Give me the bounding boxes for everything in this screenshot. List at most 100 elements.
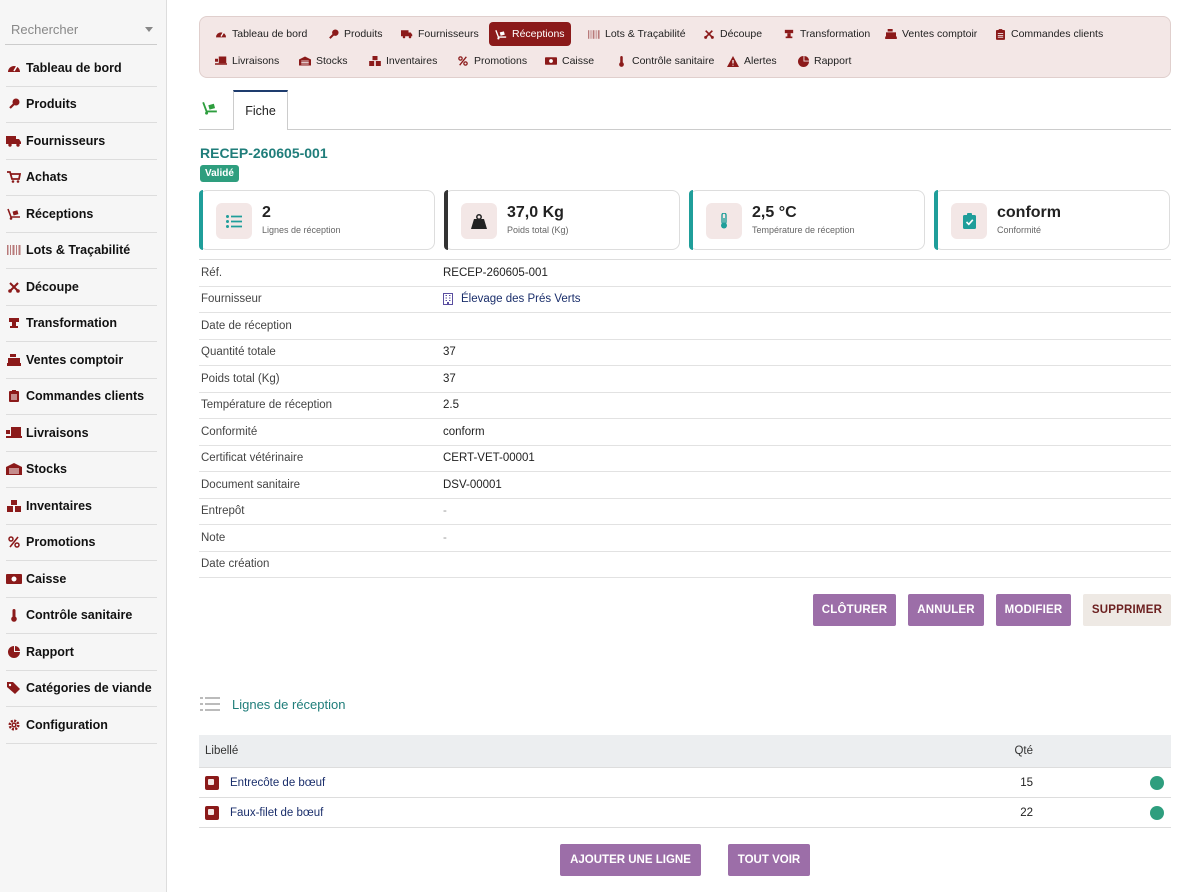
column-header-libelle[interactable]: Libellé <box>205 745 239 757</box>
gauge-icon <box>6 61 22 75</box>
column-header-qte[interactable]: Qté <box>1014 745 1033 757</box>
topnav-caisse[interactable]: Caisse <box>539 50 600 72</box>
gauge-icon <box>215 28 227 40</box>
topnav-label: Ventes comptoir <box>902 28 978 40</box>
topnav-produits[interactable]: Produits <box>321 23 389 45</box>
supplier-link[interactable]: Élevage des Prés Verts <box>443 293 581 306</box>
card-accent <box>689 190 693 250</box>
topnav-livraisons[interactable]: Livraisons <box>209 50 285 72</box>
cash-register-icon <box>885 28 897 40</box>
cloturer-button[interactable]: CLÔTURER <box>813 594 896 626</box>
sidebar-item-decoupe[interactable]: Découpe <box>6 269 157 306</box>
drumstick-icon <box>6 97 22 111</box>
thermometer-icon <box>615 55 627 67</box>
topnav-label: Découpe <box>720 28 763 40</box>
boxes-icon <box>6 499 22 513</box>
detail-row-entrepot: Entrepôt - <box>199 499 1171 525</box>
topnav-lots-tracabilite[interactable]: Lots & Traçabilité <box>582 23 692 45</box>
sidebar-item-commandes-clients[interactable]: Commandes clients <box>6 379 157 415</box>
truck-loading-icon <box>6 426 22 440</box>
top-navigation: Tableau de bord Produits Fournisseurs Ré… <box>199 16 1171 78</box>
sidebar-item-promotions[interactable]: Promotions <box>6 525 157 561</box>
detail-value: 2.5 <box>443 399 459 412</box>
topnav-tableau-de-bord[interactable]: Tableau de bord <box>209 23 313 45</box>
topnav-controle-sanitaire[interactable]: Contrôle sanitaire <box>609 50 720 72</box>
percent-icon <box>457 55 469 67</box>
topnav-receptions[interactable]: Réceptions <box>489 22 571 46</box>
chevron-down-icon[interactable] <box>145 27 153 32</box>
tags-icon <box>6 681 22 695</box>
view-all-button[interactable]: TOUT VOIR <box>728 844 810 876</box>
search-select[interactable]: Rechercher <box>5 15 157 45</box>
truck-icon <box>401 28 413 40</box>
detail-value: - <box>443 505 447 518</box>
topnav-commandes-clients[interactable]: Commandes clients <box>988 23 1109 45</box>
topnav-label: Inventaires <box>386 55 438 67</box>
dolly-icon[interactable] <box>202 101 220 119</box>
topnav-rapport[interactable]: Rapport <box>791 50 857 72</box>
line-name[interactable]: Entrecôte de bœuf <box>230 776 326 789</box>
product-thumbnail <box>205 775 219 790</box>
sidebar-item-inventaires[interactable]: Inventaires <box>6 488 157 525</box>
annuler-button[interactable]: ANNULER <box>908 594 984 626</box>
topnav-ventes-comptoir[interactable]: Ventes comptoir <box>879 23 983 45</box>
sidebar-item-lots-tracabilite[interactable]: Lots & Traçabilité <box>6 233 157 269</box>
topnav-transformation[interactable]: Transformation <box>777 23 876 45</box>
detail-label: Entrepôt <box>201 505 245 518</box>
sidebar-item-produits[interactable]: Produits <box>6 87 157 123</box>
sidebar-item-label: Inventaires <box>26 498 93 513</box>
page-title: RECEP-260605-001 <box>200 145 328 161</box>
table-row[interactable]: Faux-filet de bœuf 22 <box>199 798 1171 828</box>
supprimer-button[interactable]: SUPPRIMER <box>1083 594 1171 626</box>
topnav-promotions[interactable]: Promotions <box>451 50 533 72</box>
sidebar-item-transformation[interactable]: Transformation <box>6 306 157 342</box>
money-icon <box>6 572 22 586</box>
card-accent <box>934 190 938 250</box>
sidebar-item-caisse[interactable]: Caisse <box>6 561 157 598</box>
sidebar-item-receptions[interactable]: Réceptions <box>6 196 157 233</box>
boxes-icon <box>369 55 381 67</box>
detail-row-fournisseur: Fournisseur Élevage des Prés Verts <box>199 287 1171 313</box>
sidebar-item-label: Produits <box>26 97 77 112</box>
topnav-stocks[interactable]: Stocks <box>293 50 354 72</box>
cash-register-icon <box>6 353 22 367</box>
grinder-icon <box>6 316 22 330</box>
sidebar-item-livraisons[interactable]: Livraisons <box>6 415 157 452</box>
stat-label: Lignes de réception <box>262 225 341 235</box>
tab-fiche[interactable]: Fiche <box>233 90 288 130</box>
table-row[interactable]: Entrecôte de bœuf 15 <box>199 768 1171 798</box>
detail-value: conform <box>443 425 485 438</box>
sidebar-item-controle-sanitaire[interactable]: Contrôle sanitaire <box>6 598 157 634</box>
topnav-alertes[interactable]: Alertes <box>721 50 783 72</box>
sidebar-item-label: Tableau de bord <box>26 60 122 75</box>
scissors-icon <box>703 28 715 40</box>
add-line-button[interactable]: AJOUTER UNE LIGNE <box>560 844 701 876</box>
sidebar-item-rapport[interactable]: Rapport <box>6 634 157 671</box>
stat-card-conformite: conform Conformité <box>934 190 1170 250</box>
stat-value: 37,0 Kg <box>507 204 564 221</box>
sidebar-item-configuration[interactable]: Configuration <box>6 707 157 744</box>
detail-label: Date de réception <box>201 319 292 332</box>
sidebar-item-stocks[interactable]: Stocks <box>6 452 157 488</box>
clipboard-icon <box>994 28 1006 40</box>
topnav-inventaires[interactable]: Inventaires <box>363 50 443 72</box>
detail-value: 37 <box>443 372 456 385</box>
gear-icon <box>6 718 22 732</box>
sidebar-item-achats[interactable]: Achats <box>6 160 157 196</box>
sidebar-item-ventes-comptoir[interactable]: Ventes comptoir <box>6 342 157 379</box>
line-qte: 22 <box>1020 806 1033 819</box>
modifier-button[interactable]: MODIFIER <box>996 594 1071 626</box>
sidebar-item-categories-viande[interactable]: Catégories de viande <box>6 671 157 707</box>
stat-label: Conformité <box>997 225 1042 235</box>
detail-label: Réf. <box>201 266 223 279</box>
status-badge: Validé <box>200 165 239 182</box>
sidebar-item-fournisseurs[interactable]: Fournisseurs <box>6 123 157 160</box>
sidebar-item-tableau-de-bord[interactable]: Tableau de bord <box>6 50 157 87</box>
detail-row-temperature: Température de réception 2.5 <box>199 393 1171 419</box>
dolly-icon <box>6 207 22 221</box>
topnav-decoupe[interactable]: Découpe <box>697 23 768 45</box>
stat-card-poids: 37,0 Kg Poids total (Kg) <box>444 190 680 250</box>
topnav-fournisseurs[interactable]: Fournisseurs <box>395 23 485 45</box>
line-name[interactable]: Faux-filet de bœuf <box>230 806 324 819</box>
cart-icon <box>6 170 22 184</box>
